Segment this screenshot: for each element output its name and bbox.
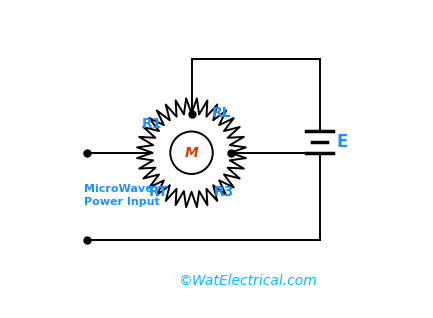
Circle shape <box>170 132 213 174</box>
Text: MicroWave
Power Input: MicroWave Power Input <box>84 184 159 207</box>
Text: E: E <box>337 133 348 151</box>
Text: ©WatElectrical.com: ©WatElectrical.com <box>178 274 317 288</box>
Text: R3: R3 <box>214 185 235 199</box>
Text: RL: RL <box>212 107 231 121</box>
Text: M: M <box>184 146 198 160</box>
Text: RT: RT <box>149 185 168 199</box>
Text: R1: R1 <box>142 117 162 131</box>
